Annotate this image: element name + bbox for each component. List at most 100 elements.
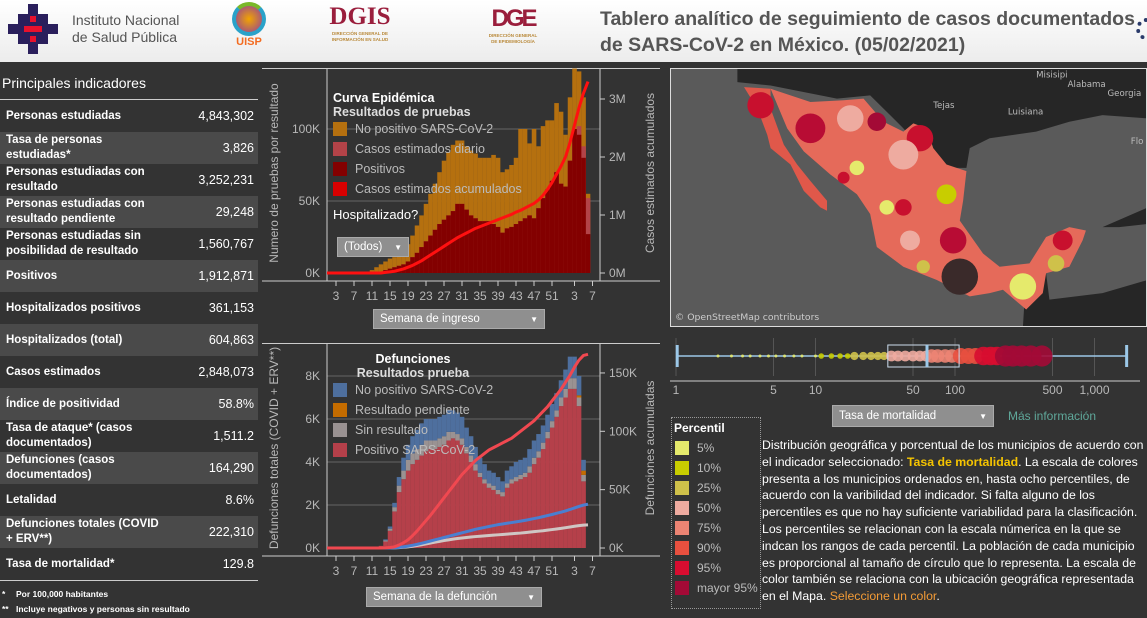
municipality-point[interactable] [859, 351, 868, 361]
municipality-point[interactable] [748, 354, 752, 358]
positive-death-bar[interactable] [477, 477, 483, 548]
non-positive-death-bar[interactable] [405, 444, 411, 460]
positive-death-bar[interactable] [482, 483, 487, 549]
positive-bar[interactable] [513, 224, 519, 273]
more-info-link[interactable]: Más información [1008, 409, 1097, 423]
positive-death-bar[interactable] [392, 511, 397, 548]
no-positive-bar[interactable] [378, 264, 384, 273]
no-result-death-bar[interactable] [401, 470, 406, 480]
no-result-death-bar[interactable] [540, 442, 546, 450]
no-positive-bar[interactable] [477, 157, 483, 273]
no-result-death-bar[interactable] [531, 457, 537, 465]
no-positive-bar[interactable] [513, 157, 519, 273]
no-positive-bar[interactable] [401, 249, 406, 273]
positive-bar[interactable] [486, 221, 492, 273]
non-positive-death-bar[interactable] [437, 416, 442, 439]
municipality-point[interactable] [866, 351, 876, 361]
no-positive-bar[interactable] [522, 129, 528, 273]
non-positive-death-bar[interactable] [387, 526, 393, 529]
no-result-death-bar[interactable] [405, 459, 411, 471]
non-positive-death-bar[interactable] [455, 412, 460, 435]
no-result-death-bar[interactable] [572, 378, 577, 389]
positive-death-bar[interactable] [437, 446, 442, 548]
no-positive-bar[interactable] [374, 267, 379, 273]
non-positive-death-bar[interactable] [473, 446, 478, 465]
positive-bar[interactable] [549, 180, 555, 273]
positive-death-bar[interactable] [522, 477, 528, 548]
positive-death-bar[interactable] [405, 470, 411, 548]
positive-death-bar[interactable] [545, 438, 550, 548]
no-positive-bar[interactable] [473, 153, 478, 273]
positive-bar[interactable] [491, 224, 496, 273]
no-positive-bar[interactable] [531, 129, 537, 273]
non-positive-death-bar[interactable] [513, 462, 519, 478]
no-positive-bar[interactable] [410, 235, 415, 273]
no-positive-bar[interactable] [437, 172, 442, 273]
no-result-death-bar[interactable] [495, 489, 501, 495]
no-positive-bar[interactable] [414, 225, 420, 273]
positive-bar[interactable] [572, 129, 577, 273]
non-positive-death-bar[interactable] [423, 419, 429, 441]
no-result-death-bar[interactable] [468, 455, 474, 462]
no-positive-bar[interactable] [396, 254, 402, 273]
positive-death-bar[interactable] [486, 487, 492, 548]
municipality-point[interactable] [899, 350, 911, 362]
legend-item[interactable]: Resultado pendiente [333, 400, 493, 420]
percentile-item[interactable]: 90% [672, 538, 760, 558]
legend-item[interactable]: No positivo SARS-CoV-2 [333, 119, 522, 139]
positive-death-bar[interactable] [567, 388, 573, 548]
municipality-point[interactable] [783, 354, 787, 358]
non-positive-death-bar[interactable] [567, 356, 573, 379]
positive-death-bar[interactable] [509, 483, 514, 549]
week-of-admission-dropdown[interactable]: Semana de ingreso ▼ [373, 309, 545, 329]
no-positive-bar[interactable] [419, 215, 424, 273]
no-positive-bar[interactable] [405, 244, 411, 273]
non-positive-death-bar[interactable] [477, 457, 483, 473]
non-positive-death-bar[interactable] [527, 449, 532, 467]
non-positive-death-bar[interactable] [504, 470, 510, 484]
no-positive-bar[interactable] [450, 144, 456, 273]
positive-death-bar[interactable] [563, 397, 568, 549]
non-positive-death-bar[interactable] [468, 436, 474, 456]
no-result-death-bar[interactable] [527, 466, 532, 473]
positive-bar[interactable] [522, 218, 528, 273]
non-positive-death-bar[interactable] [383, 539, 388, 541]
positive-death-bar[interactable] [576, 406, 582, 548]
mexico-mainland[interactable] [770, 88, 1086, 310]
municipality-point[interactable] [774, 354, 778, 358]
percentile-item[interactable]: 25% [672, 478, 760, 498]
non-positive-death-bar[interactable] [459, 416, 465, 439]
municipality-point[interactable] [716, 354, 720, 358]
positive-bar[interactable] [527, 215, 532, 273]
no-result-death-bar[interactable] [428, 440, 433, 450]
no-result-death-bar[interactable] [450, 431, 456, 439]
no-positive-bar[interactable] [482, 157, 487, 273]
positive-bar[interactable] [504, 228, 510, 273]
no-positive-bar[interactable] [491, 154, 496, 273]
no-result-death-bar[interactable] [437, 438, 442, 447]
pending-death-bar[interactable] [576, 395, 582, 398]
indicator-dropdown[interactable]: Tasa de mortalidad ▼ [832, 405, 994, 427]
no-positive-bar[interactable] [468, 150, 474, 273]
non-positive-death-bar[interactable] [450, 410, 456, 432]
no-result-death-bar[interactable] [486, 483, 492, 488]
positive-death-bar[interactable] [401, 479, 406, 548]
percentile-item[interactable]: 50% [672, 498, 760, 518]
positive-death-bar[interactable] [540, 449, 546, 548]
municipality-point[interactable] [766, 354, 770, 358]
no-result-death-bar[interactable] [504, 483, 510, 488]
non-positive-death-bar[interactable] [432, 419, 438, 441]
positive-death-bar[interactable] [423, 451, 429, 548]
non-positive-death-bar[interactable] [410, 436, 415, 454]
positive-bar[interactable] [482, 221, 487, 273]
legend-item[interactable]: Casos estimados acumulados [333, 179, 522, 199]
positive-bar[interactable] [563, 186, 568, 273]
municipality-point[interactable] [850, 351, 859, 361]
positive-bar[interactable] [554, 172, 559, 273]
positive-bar[interactable] [495, 226, 501, 273]
percentile-item[interactable]: 10% [672, 458, 760, 478]
positive-bar[interactable] [459, 203, 465, 273]
non-positive-death-bar[interactable] [540, 425, 546, 443]
no-result-death-bar[interactable] [441, 436, 447, 445]
no-result-death-bar[interactable] [558, 397, 564, 407]
